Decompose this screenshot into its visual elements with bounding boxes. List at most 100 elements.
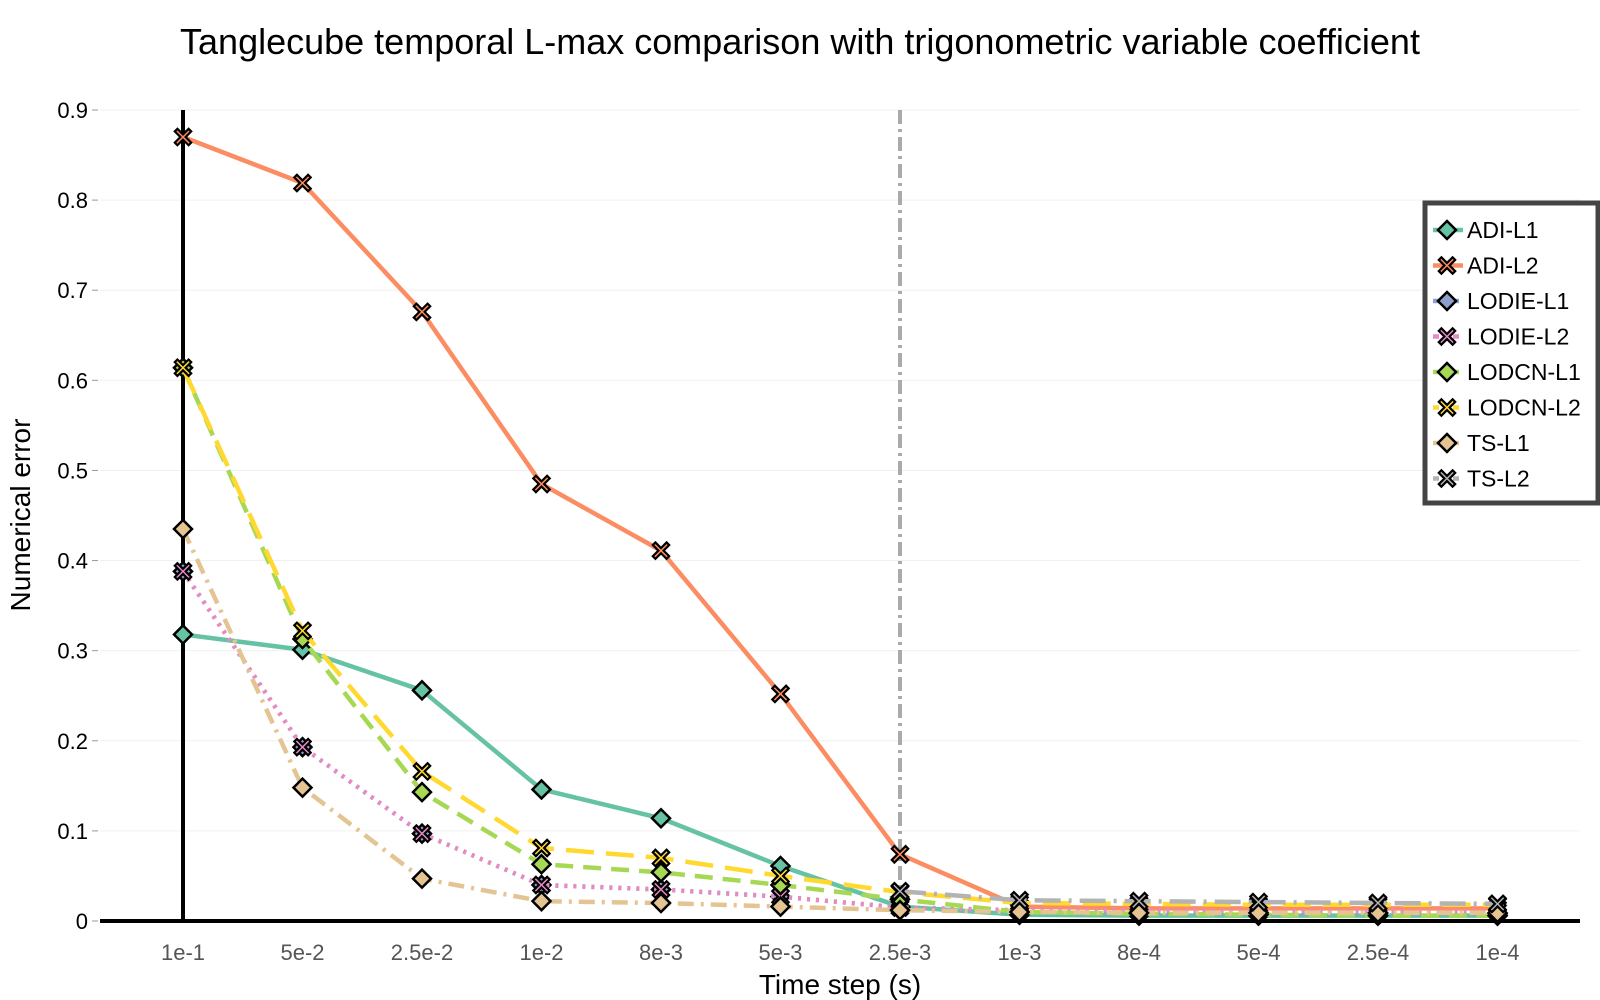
data-point-marker: [412, 823, 432, 844]
data-point-marker: [411, 867, 433, 890]
data-point-marker: [889, 899, 911, 921]
data-point-marker: [173, 127, 193, 147]
legend: ADI-L1 ADI-L2 LODIE-L1 LODIE-L2 LODCN-L1 LODC…: [1422, 200, 1600, 506]
y-tick-labels: 0 0.1 0.2 0.3 0.4 0.5 0.6 0.7 0.8 0.9: [57, 98, 88, 934]
data-point-marker: [172, 518, 194, 540]
legend-item[interactable]: ADI-L2: [1433, 253, 1539, 279]
y-axis-title: Numerical error: [5, 419, 36, 612]
data-point-marker: [650, 807, 672, 830]
x-tick-label: 5e-4: [1236, 940, 1280, 965]
x-tick-label: 5e-2: [280, 940, 324, 965]
data-point-marker: [172, 623, 194, 646]
data-point-marker: [650, 892, 672, 914]
legend-item[interactable]: LODCN-L2: [1433, 395, 1581, 421]
data-point-marker: [292, 737, 313, 757]
x-tick-label: 2.5e-2: [391, 940, 453, 965]
data-point-marker: [531, 474, 552, 494]
data-point-marker: [1368, 893, 1388, 913]
x-tick-labels: 1e-1 5e-2 2.5e-2 1e-2 8e-3 5e-3 2.5e-3 1e-3 8e-4…: [161, 940, 1520, 965]
data-point-marker: [411, 781, 433, 803]
data-point-marker: [173, 357, 193, 378]
data-point-marker: [1009, 890, 1030, 911]
series-line: [180, 366, 1498, 908]
data-point-marker: [770, 684, 791, 704]
y-tick-label: 0.2: [57, 729, 88, 754]
y-tick-label: 0.6: [57, 368, 88, 393]
data-point-marker: [890, 844, 910, 865]
legend-marker: [1437, 255, 1457, 276]
grid: [100, 109, 1580, 832]
x-axis-title: Time step (s): [759, 969, 921, 1000]
legend-item[interactable]: LODCN-L1: [1433, 359, 1581, 385]
data-point-marker: [1487, 894, 1508, 914]
series-line: [180, 366, 1498, 918]
data-point-marker: [292, 621, 313, 641]
legend-label: TS-L1: [1467, 430, 1530, 456]
data-point-marker: [1129, 891, 1149, 911]
series-ts-l1: [172, 518, 1509, 924]
data-point-marker: [769, 895, 792, 918]
series-line: [181, 570, 1498, 914]
data-point-marker: [412, 761, 432, 782]
y-tick-label: 0: [76, 909, 88, 934]
data-point-marker: [173, 561, 193, 582]
legend-marker: [1436, 290, 1458, 312]
data-point-marker: [531, 875, 552, 895]
legend-label: TS-L2: [1467, 466, 1530, 492]
data-point-marker: [650, 861, 672, 884]
data-point-marker: [530, 890, 553, 912]
data-point-marker: [292, 173, 313, 193]
x-tick-label: 2.5e-3: [869, 940, 931, 965]
legend-box: [1422, 200, 1600, 506]
y-tick-label: 0.8: [57, 188, 88, 213]
series-line: [181, 570, 1498, 917]
x-tick-label: 1e-1: [161, 940, 205, 965]
data-point-marker: [651, 540, 671, 561]
series-line: [180, 528, 1498, 916]
series-line: [182, 134, 1498, 911]
y-tick-label: 0.5: [57, 458, 88, 483]
data-point-marker: [530, 853, 553, 875]
legend-item[interactable]: LODIE-L2: [1433, 324, 1569, 350]
data-point-marker: [651, 879, 671, 900]
data-point-marker: [651, 848, 671, 868]
x-tick-label: 8e-3: [639, 940, 683, 965]
legend-marker: [1437, 468, 1457, 489]
axes: [92, 109, 1580, 923]
y-tick-label: 0.7: [57, 278, 88, 303]
legend-marker: [1436, 361, 1458, 383]
series-lodie-l1: [172, 560, 1509, 925]
legend-marker: [1437, 397, 1457, 418]
legend-item[interactable]: ADI-L1: [1433, 217, 1539, 243]
data-point-marker: [770, 866, 791, 886]
data-point-marker: [411, 679, 433, 702]
legend-item[interactable]: LODIE-L1: [1433, 288, 1569, 314]
legend-label: LODIE-L2: [1467, 324, 1569, 350]
y-tick-label: 0.4: [57, 549, 88, 574]
legend-marker: [1437, 326, 1457, 347]
data-point-marker: [1248, 892, 1269, 912]
series-line: [899, 889, 1498, 907]
series-ts-l2: [890, 881, 1508, 914]
legend-label: LODIE-L1: [1467, 288, 1569, 314]
legend-marker: [1436, 432, 1458, 454]
series-adi-l2: [173, 127, 1508, 919]
data-point-marker: [530, 778, 553, 801]
legend-label: ADI-L1: [1467, 217, 1539, 243]
x-tick-label: 1e-4: [1475, 940, 1519, 965]
series-line: [182, 632, 1498, 918]
series-layer: [172, 127, 1509, 927]
y-tick-label: 0.1: [57, 819, 88, 844]
data-point-marker: [890, 881, 910, 902]
legend-item[interactable]: TS-L1: [1433, 430, 1530, 456]
legend-item[interactable]: TS-L2: [1433, 466, 1530, 492]
legend-marker: [1436, 219, 1458, 241]
legend-label: ADI-L2: [1467, 253, 1539, 279]
legend-label: LODCN-L1: [1467, 359, 1581, 385]
y-tick-label: 0.3: [57, 639, 88, 664]
data-point-marker: [412, 302, 432, 322]
x-tick-label: 2.5e-4: [1347, 940, 1409, 965]
x-tick-label: 5e-3: [758, 940, 802, 965]
x-tick-label: 1e-2: [519, 940, 563, 965]
